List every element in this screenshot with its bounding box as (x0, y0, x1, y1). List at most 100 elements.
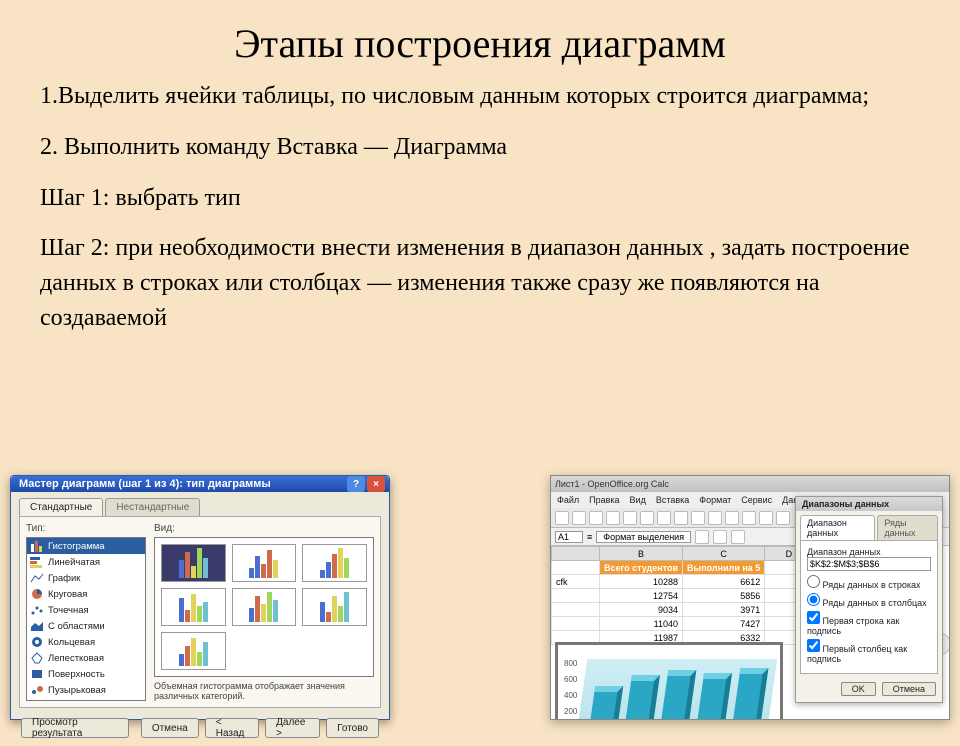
chart-type-icon (30, 684, 44, 696)
chart-type-item[interactable]: Линейчатая (27, 554, 145, 570)
finish-button[interactable]: Готово (326, 718, 379, 738)
tab-standard[interactable]: Стандартные (19, 498, 103, 516)
slide-title: Этапы построения диаграмм (0, 0, 960, 79)
app-title: Лист1 - OpenOffice.org Calc (555, 479, 669, 489)
menu-item[interactable]: Правка (589, 495, 619, 505)
chart-subtype-thumb[interactable] (161, 544, 226, 582)
toolbar-icon[interactable] (742, 511, 756, 525)
chart-type-label: Линейчатая (48, 557, 100, 568)
app-titlebar[interactable]: Лист1 - OpenOffice.org Calc (551, 476, 949, 492)
close-icon[interactable]: × (367, 476, 385, 492)
chart-bar (589, 686, 623, 720)
menu-item[interactable]: Сервис (741, 495, 772, 505)
chart-type-item[interactable]: График (27, 570, 145, 586)
menu-item[interactable]: Вид (630, 495, 646, 505)
spreadsheet-window: Лист1 - OpenOffice.org Calc Файл Правка Ви… (550, 475, 950, 720)
table-row[interactable]: 90343971 (552, 603, 813, 617)
toolbar-icon[interactable] (606, 511, 620, 525)
type-label: Тип: (26, 523, 146, 534)
chart-type-label: Поверхность (48, 669, 105, 680)
fx-icon[interactable]: ≡ (587, 532, 592, 542)
toolbar-icon[interactable] (713, 530, 727, 544)
menu-item[interactable]: Формат (699, 495, 731, 505)
toolbar-icon[interactable] (657, 511, 671, 525)
chart-type-icon (30, 556, 44, 568)
chart-type-item[interactable]: Поверхность (27, 666, 145, 682)
cancel-button[interactable]: Отмена (141, 718, 199, 738)
toolbar-icon[interactable] (725, 511, 739, 525)
cell-reference-box[interactable]: A1 (555, 531, 583, 543)
chart-type-list[interactable]: Гистограмма Линейчатая График Круговая Точеч… (26, 537, 146, 701)
chart-type-item[interactable]: Гистограмма (27, 538, 145, 554)
radio-rows[interactable]: Ряды данных в строках (807, 575, 931, 590)
tab-data-range[interactable]: Диапазон данных (800, 515, 875, 540)
range-input[interactable] (807, 557, 931, 571)
tab-data-series[interactable]: Ряды данных (877, 515, 938, 540)
chart-type-description: Объемная гистограмма отображает значения… (154, 677, 374, 701)
y-axis-label: 600 (564, 675, 577, 684)
next-button[interactable]: Далее > (265, 718, 320, 738)
toolbar-icon[interactable] (572, 511, 586, 525)
toolbar-icon[interactable] (708, 511, 722, 525)
toolbar-icon[interactable] (731, 530, 745, 544)
data-ranges-panel: Диапазоны данных Диапазон данных Ряды да… (795, 496, 943, 703)
chart-subtype-thumb[interactable] (232, 588, 297, 626)
tab-custom[interactable]: Нестандартные (105, 498, 200, 516)
chart-subtype-thumb[interactable] (161, 588, 226, 626)
chart-subtype-thumb[interactable] (302, 544, 367, 582)
help-icon[interactable]: ? (347, 476, 365, 492)
chart-type-icon (30, 668, 44, 680)
chart-type-icon (30, 604, 44, 616)
chart-type-label: Кольцевая (48, 637, 95, 648)
range-label: Диапазон данных (807, 547, 931, 557)
menu-item[interactable]: Файл (557, 495, 579, 505)
chart-type-label: Круговая (48, 589, 87, 600)
toolbar-icon[interactable] (759, 511, 773, 525)
toolbar-icon[interactable] (776, 511, 790, 525)
radio-cols[interactable]: Ряды данных в столбцах (807, 593, 931, 608)
menu-item[interactable]: Вставка (656, 495, 689, 505)
paragraph-2: 2. Выполнить команду Вставка — Диаграмма (40, 130, 920, 165)
chart-type-icon (30, 572, 44, 584)
toolbar-icon[interactable] (589, 511, 603, 525)
chart-subtype-thumb[interactable] (302, 588, 367, 626)
back-button[interactable]: < Назад (205, 718, 259, 738)
preview-button[interactable]: Просмотр результата (21, 718, 129, 738)
chart-type-item[interactable]: Кольцевая (27, 634, 145, 650)
chart-subtype-thumb[interactable] (232, 544, 297, 582)
chart-type-label: Лепестковая (48, 653, 104, 664)
chart-type-item[interactable]: Лепестковая (27, 650, 145, 666)
chart-type-item[interactable]: Точечная (27, 602, 145, 618)
chart-type-item[interactable]: С областями (27, 618, 145, 634)
chart-type-icon (30, 540, 44, 552)
chart-type-item[interactable]: Пузырьковая (27, 682, 145, 698)
chart-type-icon (30, 588, 44, 600)
check-first-row[interactable]: Первая строка как подпись (807, 611, 931, 636)
table-row[interactable]: cfk102886612 (552, 575, 813, 589)
chart-type-icon (30, 636, 44, 648)
table-row[interactable]: 127545856 (552, 589, 813, 603)
embedded-3d-chart[interactable]: SQLИнф.ВкладСоц.Передача данныхОтп. 8006… (555, 642, 783, 719)
toolbar-icon[interactable] (555, 511, 569, 525)
paragraph-4: Шаг 2: при необходимости внести изменени… (40, 231, 920, 335)
toolbar-icon[interactable] (691, 511, 705, 525)
check-first-col[interactable]: Первый столбец как подпись (807, 639, 931, 664)
wizard-titlebar[interactable]: Мастер диаграмм (шаг 1 из 4): тип диагра… (11, 476, 389, 492)
toolbar-icon[interactable] (623, 511, 637, 525)
chart-type-item[interactable]: Круговая (27, 586, 145, 602)
panel-cancel-button[interactable]: Отмена (882, 682, 936, 696)
chart-type-icon (30, 620, 44, 632)
toolbar-icon[interactable] (695, 530, 709, 544)
slide-body: 1.Выделить ячейки таблицы, по числовым д… (0, 79, 960, 336)
chart-subtype-thumb[interactable] (161, 632, 226, 670)
paragraph-1: 1.Выделить ячейки таблицы, по числовым д… (40, 79, 920, 114)
table-row[interactable]: 110407427 (552, 617, 813, 631)
ok-button[interactable]: OK (841, 682, 876, 696)
panel-title[interactable]: Диапазоны данных (796, 497, 942, 511)
toolbar-icon[interactable] (674, 511, 688, 525)
y-axis-label: 200 (564, 707, 577, 716)
chart-subtype-grid[interactable] (154, 537, 374, 677)
toolbar-icon[interactable] (640, 511, 654, 525)
format-selector[interactable]: Формат выделения (596, 531, 691, 543)
paragraph-3: Шаг 1: выбрать тип (40, 181, 920, 216)
